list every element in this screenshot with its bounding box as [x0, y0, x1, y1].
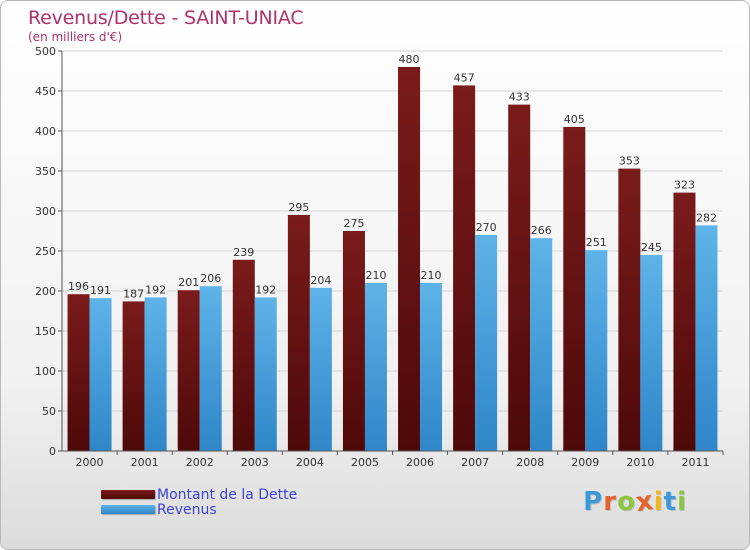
legend-item-revenue: Revenus	[101, 502, 297, 517]
bar-debt	[287, 215, 310, 451]
y-tick-label: 400	[35, 125, 56, 138]
bar-debt	[453, 85, 476, 452]
value-label-revenue: 210	[421, 269, 442, 282]
x-tick-label: 2005	[351, 456, 379, 469]
bar-revenue	[695, 225, 718, 451]
bar-debt	[122, 301, 145, 451]
bar-debt	[508, 104, 531, 451]
x-tick-label: 2006	[406, 456, 434, 469]
value-label-debt: 480	[399, 53, 420, 66]
legend-swatch-debt	[101, 490, 155, 499]
value-label-debt: 201	[178, 276, 199, 289]
chart-subtitle: (en milliers d'€)	[28, 30, 123, 44]
brand-letter: r	[603, 487, 618, 517]
x-tick-label: 2002	[186, 456, 214, 469]
value-label-revenue: 191	[90, 284, 111, 297]
brand-letter: x	[633, 485, 656, 519]
value-label-revenue: 270	[476, 221, 497, 234]
brand-letter: t	[663, 487, 678, 517]
bar-debt	[673, 192, 696, 451]
value-label-revenue: 245	[641, 241, 662, 254]
legend-label-debt: Montant de la Dette	[157, 486, 298, 503]
axes: 0 50 100 150 200 250 300 350 400 450 500 2000 2001 20…	[35, 45, 724, 469]
y-tick-label: 200	[35, 285, 56, 298]
bars	[67, 67, 718, 452]
value-label-debt: 239	[233, 246, 254, 259]
bar-revenue	[420, 283, 443, 451]
y-tick-label: 450	[35, 85, 56, 98]
y-tick-label: 50	[42, 405, 56, 418]
legend-label-revenue: Revenus	[157, 501, 217, 518]
x-tick-label: 2011	[681, 456, 709, 469]
value-label-revenue: 206	[200, 272, 221, 285]
bar-debt	[398, 67, 421, 451]
bar-revenue	[364, 283, 387, 451]
bar-revenue	[309, 287, 332, 451]
value-label-revenue: 210	[365, 269, 386, 282]
brand-letter: P	[583, 487, 604, 517]
value-label-debt: 187	[123, 287, 144, 300]
value-label-revenue: 266	[531, 224, 552, 237]
bar-revenue	[89, 298, 112, 451]
bar-revenue	[144, 297, 167, 451]
chart-title: Revenus/Dette - SAINT-UNIAC	[28, 7, 304, 29]
y-tick-label: 150	[35, 325, 56, 338]
legend: Montant de la Dette Revenus	[101, 487, 297, 517]
value-label-debt: 405	[564, 113, 585, 126]
value-label-revenue: 204	[310, 274, 331, 287]
bar-revenue	[640, 255, 663, 451]
bar-revenue	[254, 297, 277, 451]
x-tick-label: 2010	[626, 456, 654, 469]
x-tick-label: 2003	[241, 456, 269, 469]
value-label-revenue: 192	[255, 283, 276, 296]
value-label-debt: 196	[68, 280, 89, 293]
bar-debt	[67, 294, 90, 451]
y-tick-label: 500	[35, 45, 56, 58]
bar-revenue	[530, 238, 553, 451]
value-label-debt: 353	[619, 155, 640, 168]
value-label-debt: 457	[454, 71, 475, 84]
gridlines	[62, 50, 723, 452]
x-tick-label: 2000	[76, 456, 104, 469]
value-label-debt: 275	[343, 217, 364, 230]
value-label-revenue: 251	[586, 236, 607, 249]
value-label-debt: 323	[674, 179, 695, 192]
brand-logo: Proxiti	[583, 485, 687, 519]
y-tick-label: 250	[35, 245, 56, 258]
bar-revenue	[475, 235, 498, 451]
brand-letter: i	[677, 487, 687, 517]
value-label-debt: 295	[288, 201, 309, 214]
bar-revenue	[585, 250, 608, 451]
bar-debt	[232, 259, 255, 451]
value-label-revenue: 192	[145, 283, 166, 296]
x-tick-label: 2009	[571, 456, 599, 469]
brand-letter: i	[653, 487, 664, 517]
y-tick-label: 350	[35, 165, 56, 178]
x-tick-label: 2008	[516, 456, 544, 469]
x-tick-label: 2004	[296, 456, 324, 469]
bar-debt	[563, 127, 586, 451]
legend-item-debt: Montant de la Dette	[101, 487, 297, 502]
bar-revenue	[199, 286, 222, 451]
x-tick-label: 2001	[131, 456, 159, 469]
value-label-revenue: 282	[696, 211, 717, 224]
legend-swatch-revenue	[101, 505, 155, 514]
brand-letter: o	[617, 487, 636, 517]
y-tick-label: 100	[35, 365, 56, 378]
bar-debt	[177, 290, 200, 451]
bar-debt	[618, 168, 641, 451]
bar-debt	[342, 231, 365, 451]
x-tick-label: 2007	[461, 456, 489, 469]
y-tick-label: 0	[49, 445, 56, 458]
value-label-debt: 433	[509, 91, 530, 104]
y-tick-label: 300	[35, 205, 56, 218]
